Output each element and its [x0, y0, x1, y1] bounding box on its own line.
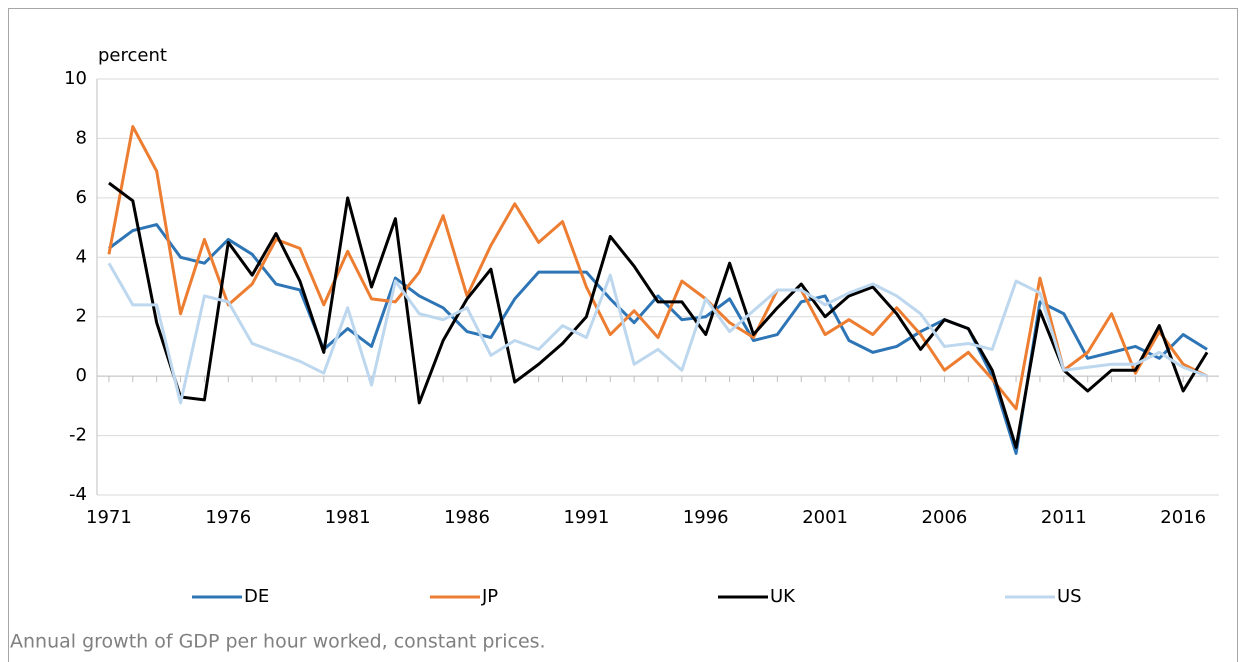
legend-label: US: [1057, 586, 1082, 607]
x-tick-label: 1991: [563, 507, 609, 528]
series-line: [108, 181, 1209, 449]
x-tick-label: 1996: [683, 507, 729, 528]
legend-label: DE: [244, 586, 269, 607]
x-tick-label: 2016: [1160, 507, 1206, 528]
y-tick-label: 8: [76, 127, 87, 148]
y-tick-label: -2: [69, 425, 87, 446]
x-tick-label: 1986: [444, 507, 490, 528]
legend-label: JP: [481, 586, 498, 607]
y-tick-label: 2: [76, 306, 87, 327]
x-tick-label: 2001: [802, 507, 848, 528]
y-tick-label: 6: [76, 187, 87, 208]
x-tick-label: 1971: [86, 507, 132, 528]
y-axis-label: percent: [98, 45, 167, 66]
y-tick-label: 10: [64, 68, 87, 89]
series-line: [107, 125, 1208, 411]
legend-label: UK: [770, 586, 796, 607]
x-tick-label: 2006: [922, 507, 968, 528]
y-tick-label: 0: [76, 365, 87, 386]
caption: Annual growth of GDP per hour worked, co…: [10, 631, 546, 653]
y-tick-label: 4: [76, 246, 87, 267]
y-tick-label: -4: [69, 484, 87, 505]
chart-frame: [8, 8, 1238, 662]
x-tick-label: 2011: [1041, 507, 1087, 528]
series-line: [107, 262, 1208, 405]
x-tick-label: 1981: [325, 507, 371, 528]
x-tick-label: 1976: [205, 507, 251, 528]
